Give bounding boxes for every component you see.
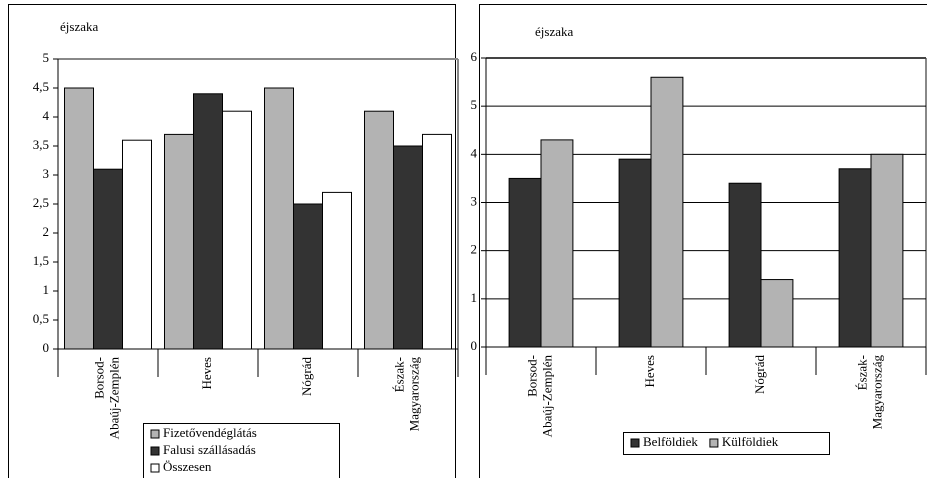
y-tick-label: 3,5: [33, 137, 49, 152]
bar: [193, 93, 223, 350]
y-tick-label: 6: [471, 49, 478, 64]
y-tick-label: 2: [471, 242, 478, 257]
y-tick-label: 4,5: [33, 79, 49, 94]
bar: [508, 177, 542, 348]
bar: [293, 203, 323, 350]
y-tick-label: 1: [43, 282, 50, 297]
legend-label: Külföldiek: [722, 434, 779, 449]
legend-box: [143, 423, 340, 478]
x-tick-label: Nógrád: [752, 355, 767, 394]
legend-swatch: [630, 438, 640, 448]
y-tick-label: 5: [43, 50, 50, 65]
legend-label: Összesen: [163, 459, 212, 474]
y-tick-label: 1,5: [33, 253, 49, 268]
y-tick-label: 2,5: [33, 195, 49, 210]
x-tick-label: Borsod-Abaúj-Zemplén: [91, 357, 121, 440]
y-tick-label: 5: [471, 97, 478, 112]
bar: [760, 279, 794, 348]
legend-label: Falusi szállásadás: [163, 442, 256, 457]
y-tick-label: 4: [43, 108, 50, 123]
bar: [540, 139, 574, 348]
bar: [364, 110, 394, 350]
y-axis-label: éjszaka: [535, 24, 573, 39]
bar: [422, 133, 452, 350]
bar: [64, 87, 94, 350]
legend-swatch: [150, 446, 160, 456]
legend-swatch: [709, 438, 719, 448]
legend-swatch: [150, 463, 160, 473]
x-tick-label: Borsod-Abaúj-Zemplén: [524, 355, 554, 438]
bar: [650, 76, 684, 348]
bar: [264, 87, 294, 350]
y-tick-label: 0: [471, 338, 478, 353]
y-tick-label: 0,5: [33, 311, 49, 326]
x-tick-label: Észak-Magyarország: [391, 357, 421, 432]
y-tick-label: 4: [471, 145, 478, 160]
x-tick-label: Heves: [199, 357, 214, 390]
bar: [122, 139, 152, 350]
legend-label: Belföldiek: [643, 434, 698, 449]
bar: [728, 182, 762, 348]
bar: [870, 153, 904, 348]
legend-swatch: [150, 429, 160, 439]
y-tick-label: 2: [43, 224, 50, 239]
bar: [93, 168, 123, 350]
bar: [393, 145, 423, 350]
bar: [164, 133, 194, 350]
x-tick-label: Nógrád: [299, 357, 314, 396]
y-tick-label: 3: [43, 166, 50, 181]
y-tick-label: 1: [471, 290, 478, 305]
y-tick-label: 0: [43, 340, 50, 355]
legend-label: Fizetővendéglátás: [163, 425, 257, 440]
x-tick-label: Észak-Magyarország: [854, 355, 884, 430]
bar: [322, 191, 352, 350]
bar: [222, 110, 252, 350]
y-tick-label: 3: [471, 193, 478, 208]
y-axis-label: éjszaka: [60, 19, 98, 34]
bar: [618, 158, 652, 348]
legend-box: [623, 432, 830, 455]
x-tick-label: Heves: [642, 355, 657, 388]
bar: [838, 168, 872, 348]
